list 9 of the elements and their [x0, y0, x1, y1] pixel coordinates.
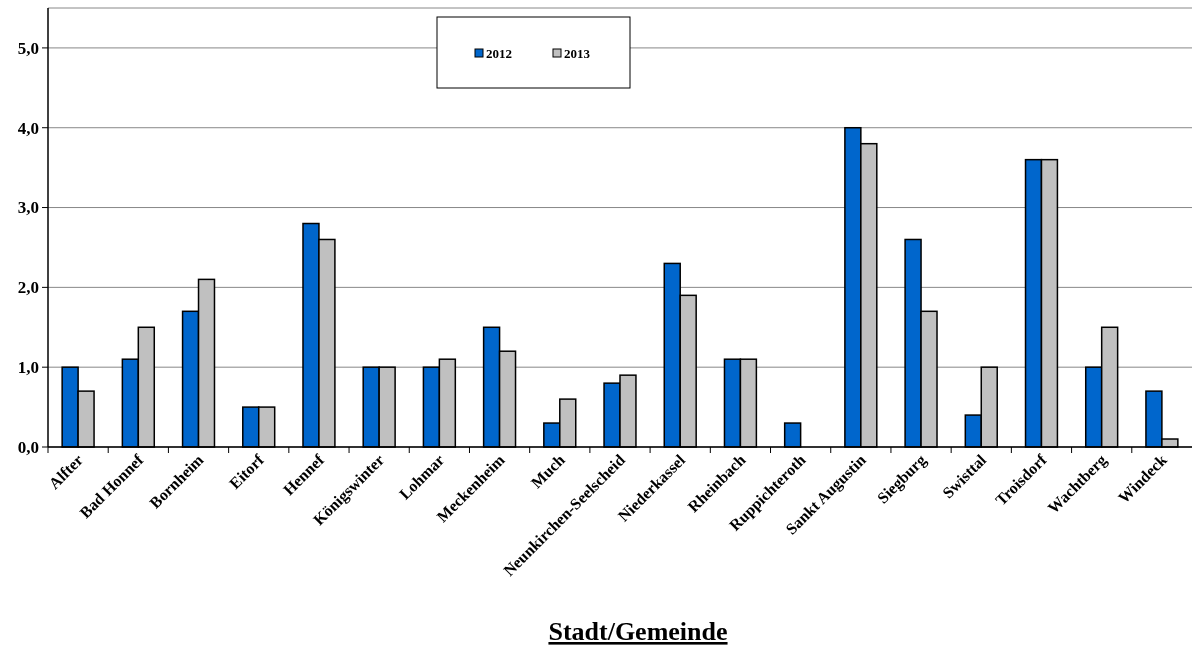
y-tick-label: 4,0: [17, 118, 39, 138]
y-tick-label: 2,0: [17, 278, 39, 298]
legend-label: 2012: [486, 45, 512, 61]
y-tick-label: 1,0: [17, 358, 39, 378]
y-tick-label: 3,0: [17, 198, 39, 218]
y-tick-label: 0,0: [17, 437, 39, 457]
y-tick-label: 5,0: [17, 38, 39, 58]
x-axis-title: Stadt/Gemeinde: [548, 617, 728, 646]
legend-label: 2013: [564, 45, 591, 61]
